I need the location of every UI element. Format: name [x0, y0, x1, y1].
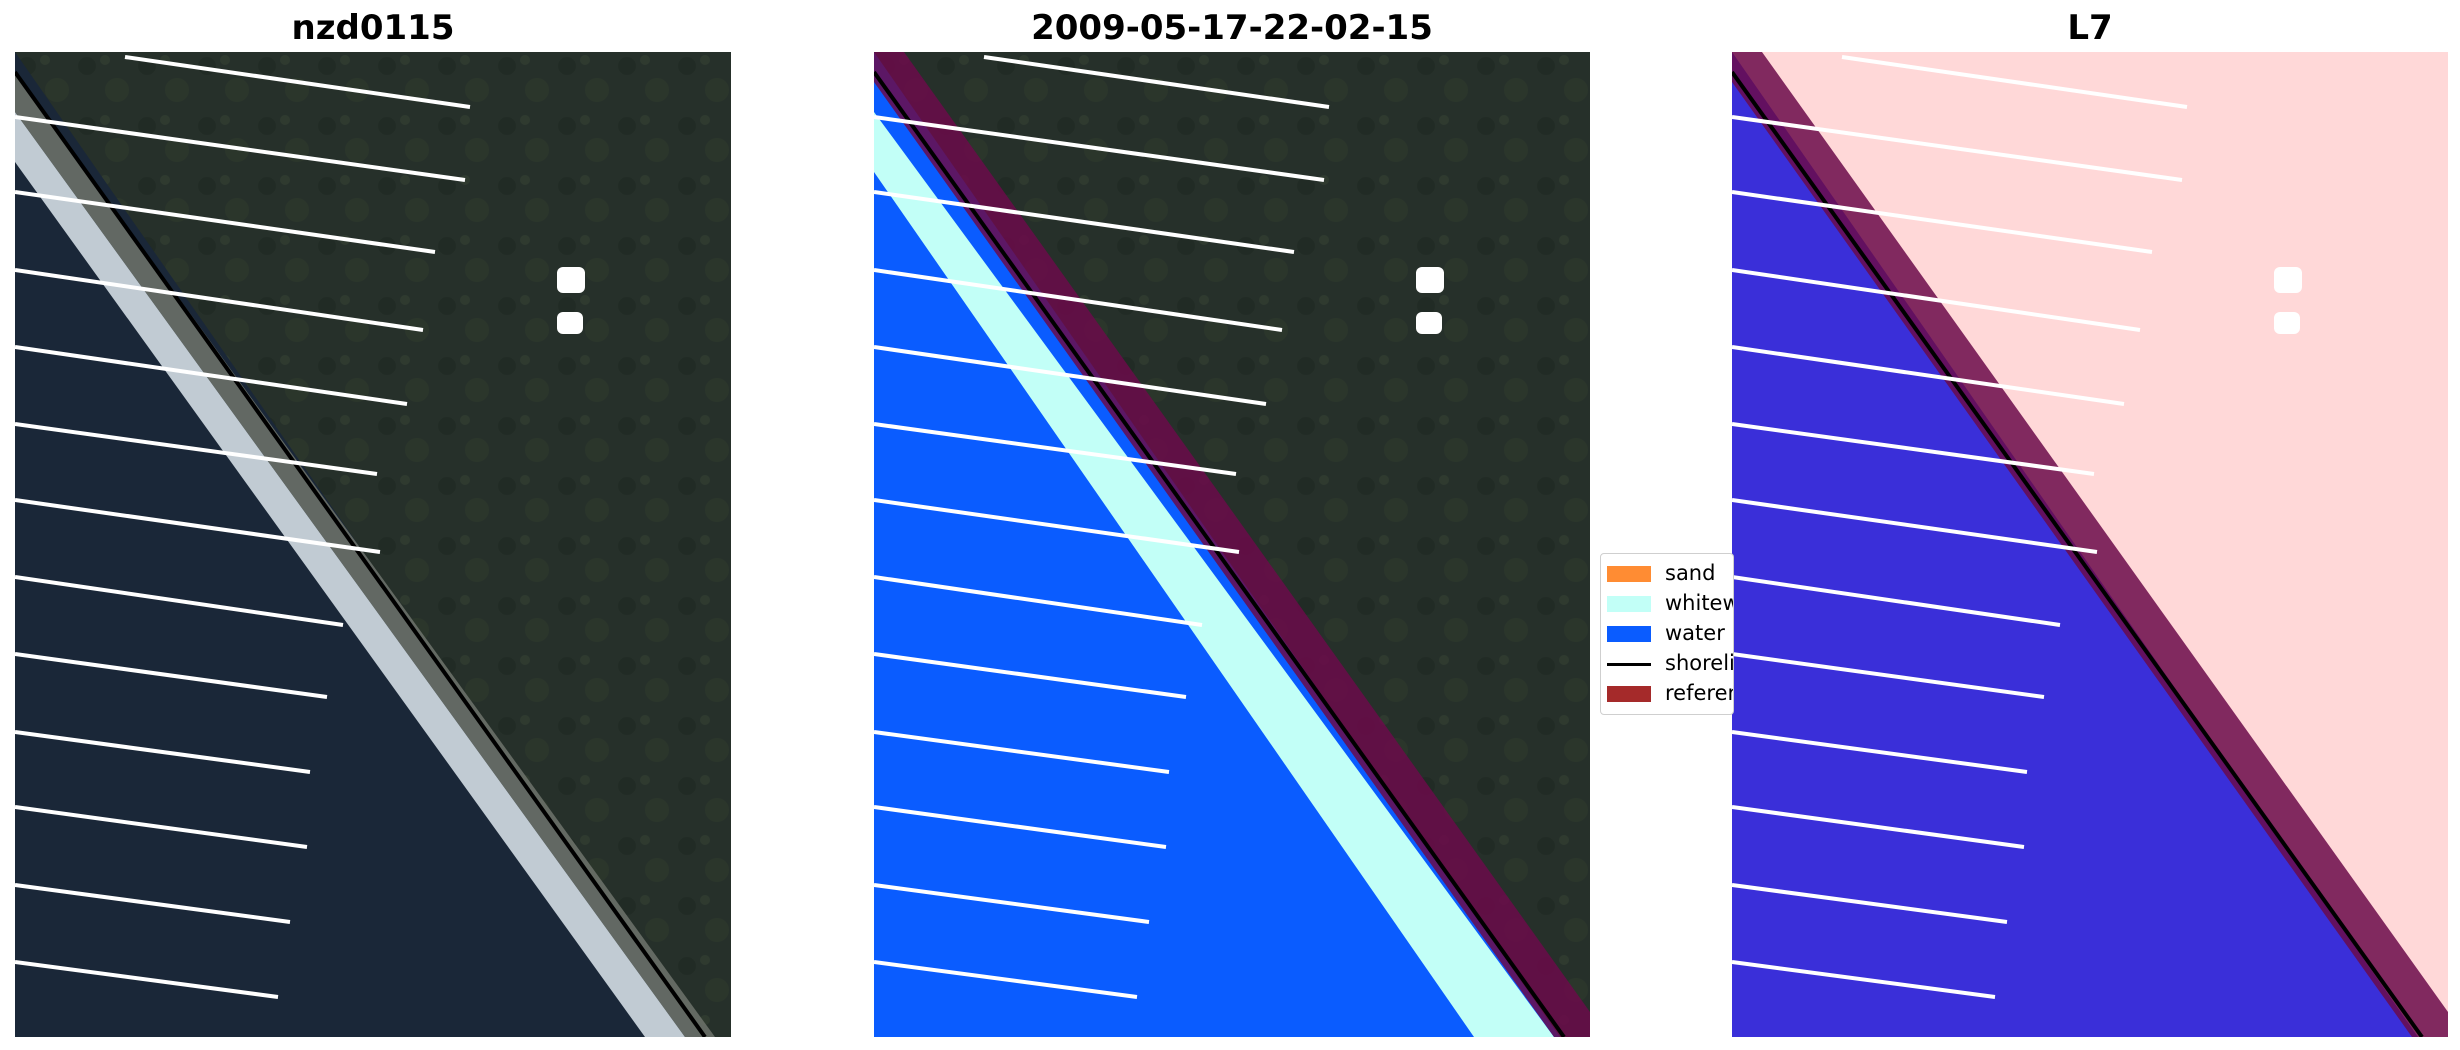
legend-item-water: water: [1601, 618, 1733, 648]
legend-label: water: [1665, 621, 1725, 645]
transects: [15, 55, 471, 999]
whitewater-swatch: [1607, 596, 1651, 612]
water-swatch: [1607, 626, 1651, 642]
legend-item-shoreline: shoreline: [1601, 648, 1733, 678]
rgb-satellite-image: [15, 52, 731, 1037]
index-image: [1732, 52, 2448, 1037]
panel-title-rgb: nzd0115: [291, 8, 455, 48]
legend-label: sand: [1665, 561, 1716, 585]
shoreline: [15, 70, 707, 1037]
legend-item-sand: sand: [1601, 558, 1733, 588]
legend-item-reference-buffer: reference shoreline buffer: [1601, 678, 1733, 708]
legend-label: shoreline: [1665, 651, 1733, 675]
index-panel: [1732, 52, 2448, 1037]
panel-title-index: L7: [2067, 8, 2113, 48]
classification-panel: [874, 52, 1590, 1037]
legend-label: reference shoreline buffer: [1665, 681, 1733, 705]
rgb-image-panel: [15, 52, 731, 1037]
sand-swatch: [1607, 566, 1651, 582]
shoreline-line-swatch: [1607, 663, 1651, 666]
whitewater-class: [874, 112, 1554, 1037]
classified-image: [874, 52, 1590, 1037]
panel-title-classification: 2009-05-17-22-02-15: [1031, 8, 1433, 48]
reference-buffer-swatch: [1607, 686, 1651, 702]
